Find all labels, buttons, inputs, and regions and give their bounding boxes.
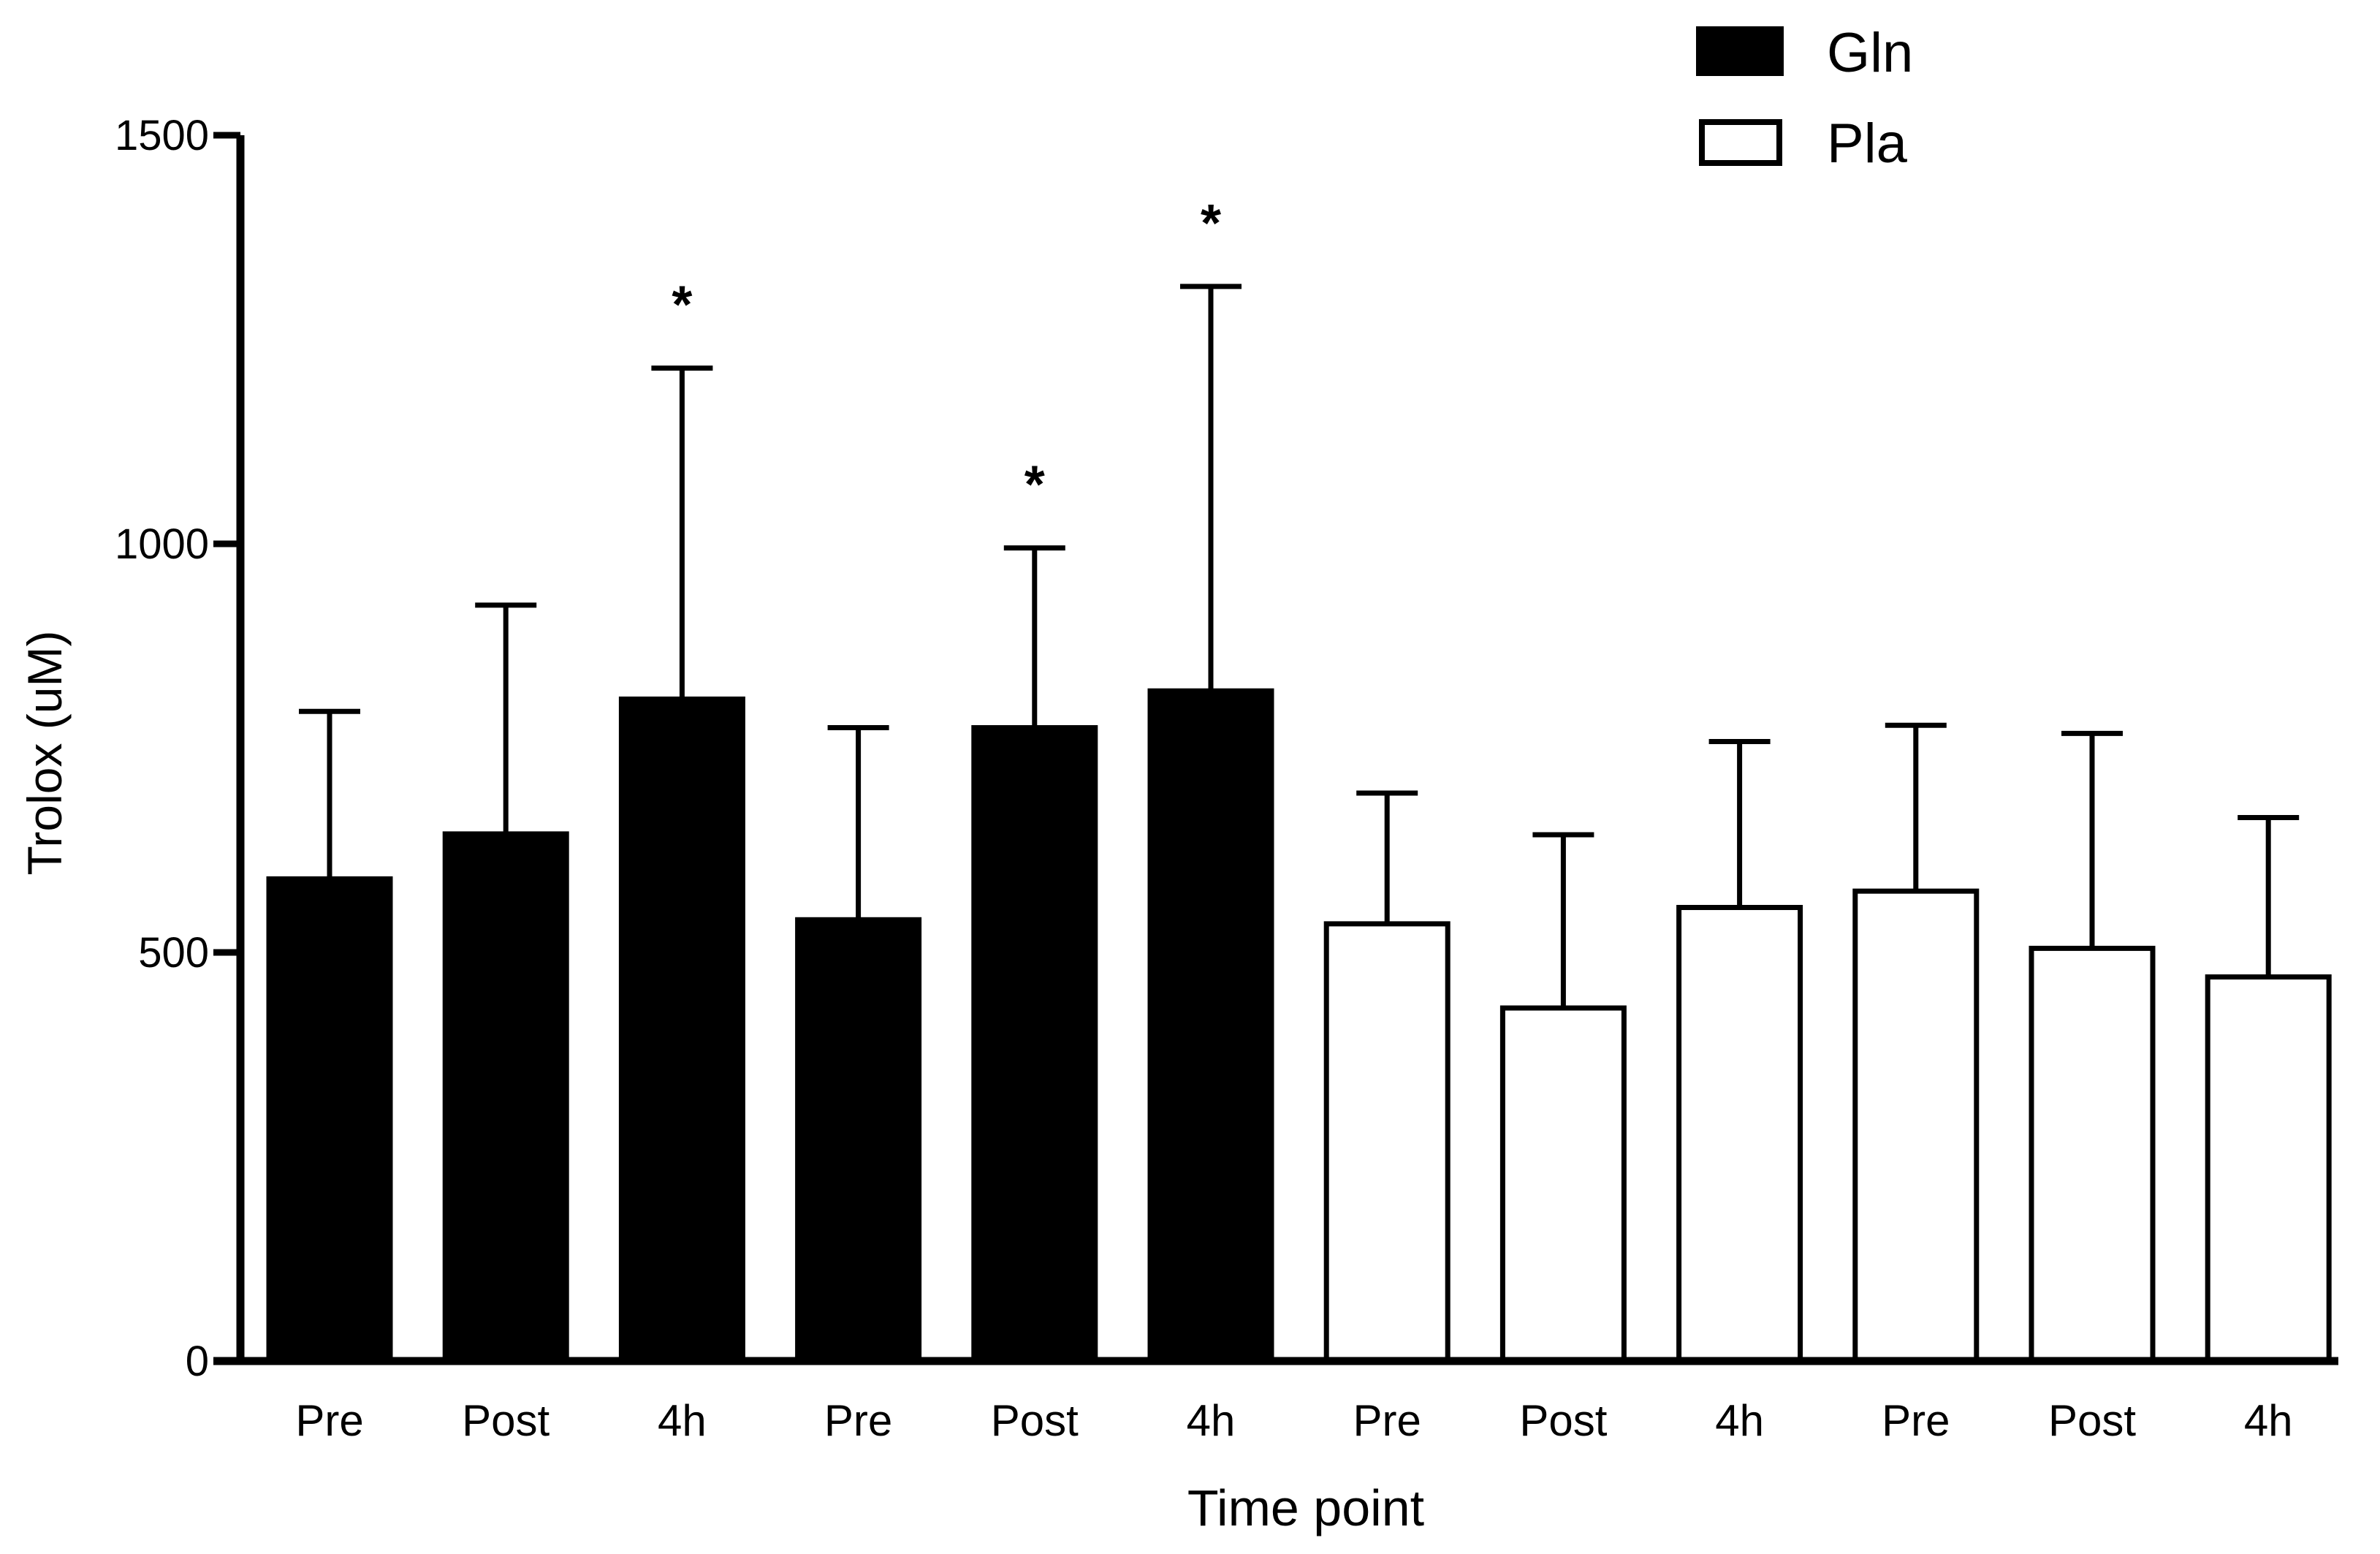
bar-pla-10 (2029, 945, 2156, 1364)
x-tick-label-1: Post (462, 1396, 550, 1445)
y-tick-label-0: 0 (186, 1338, 209, 1385)
bar-gln-5 (1147, 688, 1274, 1364)
axes (213, 135, 2338, 1365)
bar-pla-8 (1676, 905, 1803, 1364)
y-ticks: 0 500 1000 1500 (115, 112, 240, 1385)
legend-swatch-pla (1699, 119, 1782, 166)
bar-gln-1 (442, 831, 569, 1364)
x-tick-label-3: Pre (824, 1396, 892, 1445)
x-tick-label-0: Pre (295, 1396, 363, 1445)
legend-label-pla: Pla (1827, 113, 1908, 175)
error-bars-layer (299, 284, 2300, 1009)
x-tick-label-7: Post (1519, 1396, 1607, 1445)
bar-gln-2 (618, 696, 745, 1364)
x-ticks: Pre Post 4h Pre Post 4h Pre Post 4h Pre Post 4h (295, 1396, 2292, 1445)
x-tick-label-8: 4h (1715, 1396, 1764, 1445)
x-tick-label-2: 4h (658, 1396, 707, 1445)
y-tick-label-1000: 1000 (115, 520, 209, 568)
bar-pla-6 (1323, 921, 1451, 1364)
x-tick-label-6: Pre (1353, 1396, 1421, 1445)
legend-swatch-gln (1696, 26, 1784, 76)
x-axis-label: Time point (1187, 1479, 1424, 1536)
significance-marker-4: * (1024, 456, 1045, 515)
bars-layer (266, 688, 2332, 1364)
legend: Gln Pla (1696, 22, 1913, 175)
bar-gln-0 (266, 876, 393, 1364)
bar-gln-4 (971, 725, 1098, 1364)
x-tick-label-5: 4h (1187, 1396, 1236, 1445)
x-tick-label-4: Post (991, 1396, 1079, 1445)
y-axis-label: Trolox (uM) (18, 631, 72, 876)
significance-markers: * * * (672, 194, 1221, 515)
y-tick-label-500: 500 (138, 929, 209, 977)
bar-pla-9 (1852, 888, 1980, 1364)
y-tick-label-1500: 1500 (115, 112, 209, 159)
legend-label-gln: Gln (1827, 22, 1913, 84)
significance-marker-5: * (1201, 194, 1221, 253)
bar-pla-11 (2205, 974, 2332, 1364)
x-tick-label-11: 4h (2244, 1396, 2293, 1445)
bar-gln-3 (795, 917, 922, 1364)
significance-marker-2: * (672, 276, 692, 335)
bar-pla-7 (1499, 1005, 1627, 1364)
x-tick-label-10: Post (2048, 1396, 2136, 1445)
x-tick-label-9: Pre (1882, 1396, 1950, 1445)
